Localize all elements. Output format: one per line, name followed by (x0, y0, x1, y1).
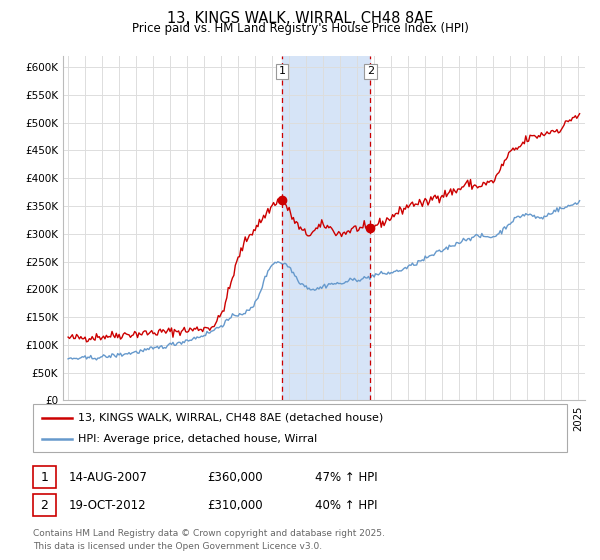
Text: 1: 1 (278, 67, 286, 77)
Text: Price paid vs. HM Land Registry's House Price Index (HPI): Price paid vs. HM Land Registry's House … (131, 22, 469, 35)
Text: 13, KINGS WALK, WIRRAL, CH48 8AE: 13, KINGS WALK, WIRRAL, CH48 8AE (167, 11, 433, 26)
Text: £310,000: £310,000 (207, 498, 263, 512)
Text: 19-OCT-2012: 19-OCT-2012 (69, 498, 146, 512)
Text: 14-AUG-2007: 14-AUG-2007 (69, 470, 148, 484)
Text: 2: 2 (367, 67, 374, 77)
Text: 40% ↑ HPI: 40% ↑ HPI (315, 498, 377, 512)
Bar (282, 56, 370, 400)
Text: 13, KINGS WALK, WIRRAL, CH48 8AE (detached house): 13, KINGS WALK, WIRRAL, CH48 8AE (detach… (78, 413, 383, 423)
Text: 2: 2 (40, 498, 49, 512)
Text: Contains HM Land Registry data © Crown copyright and database right 2025.
This d: Contains HM Land Registry data © Crown c… (33, 529, 385, 550)
Text: £360,000: £360,000 (207, 470, 263, 484)
Text: 47% ↑ HPI: 47% ↑ HPI (315, 470, 377, 484)
Text: HPI: Average price, detached house, Wirral: HPI: Average price, detached house, Wirr… (78, 434, 317, 444)
Text: 1: 1 (40, 470, 49, 484)
